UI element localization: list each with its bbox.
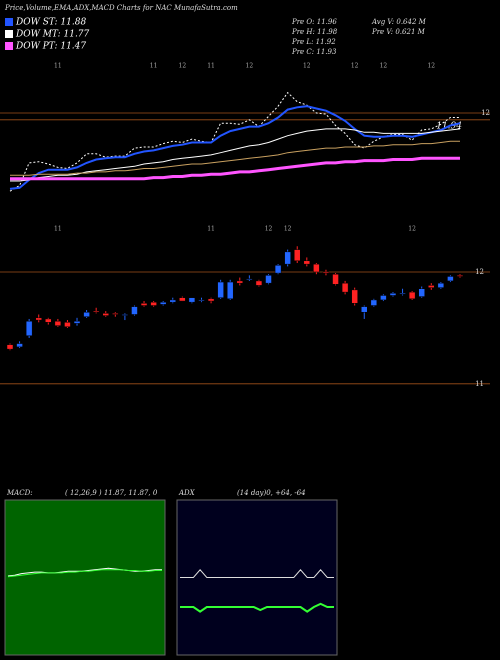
y-tick-label: 12 <box>475 268 484 276</box>
panel-background <box>4 499 166 656</box>
x-tick-label: 12 <box>408 226 416 233</box>
series-line <box>10 156 460 181</box>
candle-body <box>399 292 406 295</box>
candle-body <box>159 301 167 305</box>
candle-body <box>198 299 205 302</box>
candle-body <box>179 297 186 302</box>
candle-body <box>169 299 177 303</box>
candle-body <box>236 280 244 284</box>
candle-body <box>35 317 42 321</box>
series-line <box>180 569 334 578</box>
candle-body <box>370 299 378 306</box>
x-tick-label: 11 <box>207 226 215 233</box>
panel-title: MACD: <box>6 489 33 497</box>
series-line <box>180 602 334 613</box>
x-tick-label: 11 <box>54 226 62 233</box>
x-tick-label: 12 <box>265 226 273 233</box>
legend-label: DOW PT: 11.47 <box>15 42 86 52</box>
x-tick-label: 12 <box>427 63 435 70</box>
candle-body <box>428 285 435 288</box>
legend-label: DOW MT: 11.77 <box>15 30 90 40</box>
x-tick-label: 12 <box>380 63 388 70</box>
candle-body <box>303 260 311 265</box>
candle-body <box>322 271 330 274</box>
candle-body <box>456 275 464 277</box>
x-tick-label: 12 <box>351 63 359 70</box>
candle-body <box>293 249 301 262</box>
candle-body <box>332 273 339 285</box>
candle-body <box>265 275 272 284</box>
stat: Pre V: 0.621 M <box>371 28 426 36</box>
legend-swatch <box>5 30 13 38</box>
y-tick-label: 11 <box>475 380 484 388</box>
stat: Avg V: 0.642 M <box>371 18 427 26</box>
series-line <box>10 140 460 176</box>
candle-body <box>188 297 196 303</box>
candle-body <box>131 306 138 315</box>
stat: Pre H: 11.98 <box>291 28 338 36</box>
legend-swatch <box>5 42 13 50</box>
candle-body <box>389 292 397 296</box>
x-tick-label: 11 <box>150 63 158 70</box>
series-line <box>7 569 162 578</box>
legend-swatch <box>5 18 13 26</box>
candle-body <box>150 301 157 306</box>
candle-body <box>351 289 358 304</box>
candle-body <box>418 288 425 297</box>
candle-body <box>380 295 387 301</box>
candle-body <box>16 343 23 348</box>
candle-body <box>54 320 62 326</box>
candle-body <box>102 313 109 316</box>
candle-body <box>246 278 253 280</box>
panel-subtitle: ( 12,26,9 ) 11.87, 11.87, 0 <box>65 489 158 497</box>
candle-body <box>408 291 416 300</box>
y-tick-label: 12 <box>481 109 490 117</box>
candle-body <box>361 306 368 313</box>
candle-body <box>83 311 90 317</box>
legend-label: DOW ST: 11.88 <box>15 18 86 28</box>
candle-body <box>226 281 234 300</box>
candle-body <box>217 281 224 298</box>
candle-body <box>45 318 52 323</box>
candle-body <box>437 282 445 288</box>
candle-body <box>341 282 349 293</box>
candle-body <box>25 320 33 336</box>
candle-body <box>73 320 81 324</box>
x-tick-label: 12 <box>246 63 254 70</box>
candle-body <box>447 276 454 282</box>
x-tick-label: 11 <box>54 63 62 70</box>
stat: Pre L: 11.92 <box>291 38 336 46</box>
chart-title: Price,Volume,EMA,ADX,MACD Charts for NAC… <box>4 4 238 12</box>
candle-body <box>284 251 291 265</box>
candle-body <box>92 310 100 313</box>
candle-body <box>274 265 282 274</box>
series-line <box>9 91 460 192</box>
candle-body <box>64 322 71 328</box>
x-tick-label: 11 <box>207 63 215 70</box>
candle-body <box>6 344 14 350</box>
x-tick-label: 12 <box>284 226 292 233</box>
stat: Pre C: 11.93 <box>291 48 337 56</box>
candle-body <box>121 314 129 316</box>
x-tick-label: 12 <box>303 63 311 70</box>
series-line <box>9 105 461 190</box>
stat: Pre O: 11.96 <box>291 18 337 26</box>
candle-body <box>112 313 119 315</box>
candle-body <box>255 280 263 286</box>
panel-title: ADX <box>178 489 196 497</box>
candle-body <box>313 263 320 273</box>
candle-body <box>140 303 148 306</box>
x-tick-label: 12 <box>179 63 187 70</box>
panel-subtitle: (14 day)0, +64, -64 <box>237 489 306 497</box>
series-line <box>10 128 461 182</box>
candle-body <box>207 298 215 302</box>
